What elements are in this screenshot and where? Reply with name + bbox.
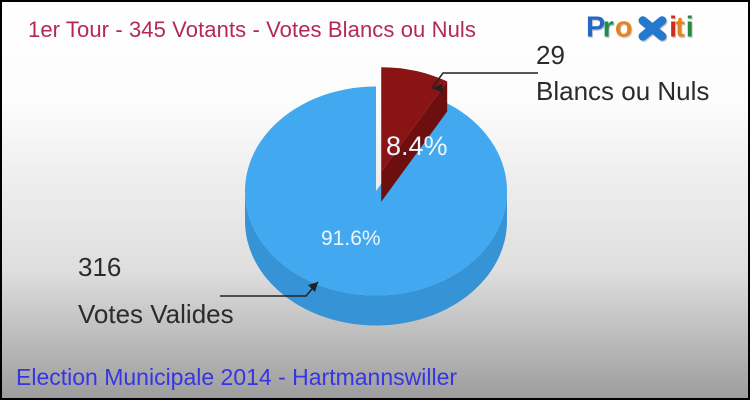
svg-text:t: t <box>675 11 685 43</box>
svg-text:8.4%: 8.4% <box>386 131 448 161</box>
svg-text:91.6%: 91.6% <box>321 227 381 250</box>
svg-text:r: r <box>603 11 614 43</box>
svg-text:i: i <box>686 11 694 43</box>
svg-text:o: o <box>615 11 633 43</box>
